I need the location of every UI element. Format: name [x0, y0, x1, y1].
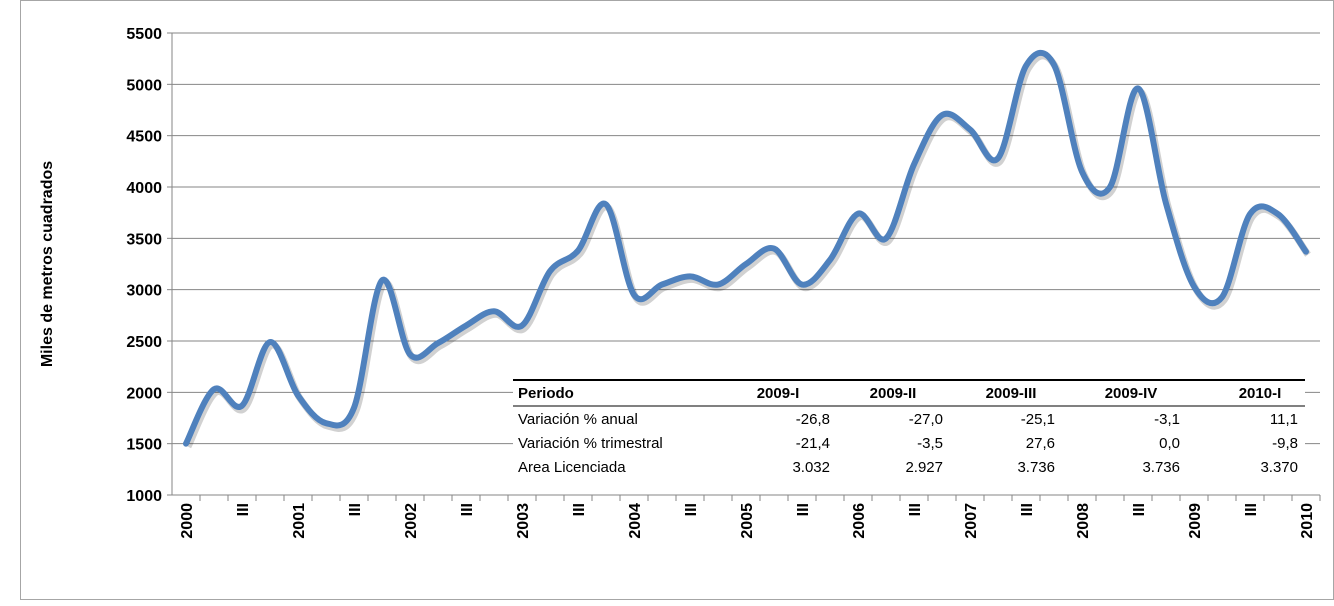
data-table: Periodo 2009-I 2009-II 2009-III 2009-IV 2010-…	[513, 379, 1305, 482]
x-tick-label: III	[1243, 503, 1260, 516]
table-cell: 2.927	[905, 459, 943, 476]
table-cell: 3.370	[1260, 459, 1298, 476]
table-cell: -21,4	[796, 435, 830, 452]
table-cell: 11,1	[1270, 411, 1298, 428]
table-cell: 3.736	[1017, 459, 1055, 476]
x-tick-label: 2002	[403, 503, 420, 539]
x-tick-label: 2000	[179, 503, 196, 539]
table-cell: 3.736	[1142, 459, 1180, 476]
series-line	[183, 49, 1309, 447]
x-tick-label: 2001	[291, 503, 308, 539]
x-tick-label: III	[907, 503, 924, 516]
y-tick-label: 2000	[126, 385, 162, 402]
table-cell: -3,1	[1154, 411, 1180, 428]
table-header-bg	[513, 380, 1305, 404]
x-tick-label: 2009	[1187, 503, 1204, 539]
y-tick-label: 4500	[126, 129, 162, 146]
table-header-cell: 2010-I	[1239, 385, 1282, 402]
x-tick-label: 2008	[1075, 503, 1092, 539]
x-tick-label: III	[795, 503, 812, 516]
table-cell: Variación % anual	[518, 411, 638, 428]
x-tick-label: 2007	[963, 503, 980, 539]
x-tick-label: 2003	[515, 503, 532, 539]
table-cell: 27,6	[1026, 435, 1055, 452]
table-cell: -3,5	[917, 435, 943, 452]
y-tick-label: 5000	[126, 77, 162, 94]
x-tick-label: 2005	[739, 503, 756, 539]
table-cell: Area Licenciada	[518, 459, 626, 476]
table-cell: -25,1	[1021, 411, 1055, 428]
table-header-cell: Periodo	[518, 385, 574, 402]
x-tick-label: III	[347, 503, 364, 516]
x-tick-label: III	[571, 503, 588, 516]
table-cell: -9,8	[1272, 435, 1298, 452]
x-tick-label: III	[1019, 503, 1036, 516]
x-tick-label: III	[459, 503, 476, 516]
x-tick-label: 2006	[851, 503, 868, 539]
table-header-cell: 2009-II	[870, 385, 917, 402]
table-cell: Variación % trimestral	[518, 435, 663, 452]
y-tick-label: 1500	[126, 437, 162, 454]
y-tick-label: 5500	[126, 26, 162, 43]
x-tick-label: 2004	[627, 503, 644, 539]
table-header-cell: 2009-III	[986, 385, 1037, 402]
table-cell: 0,0	[1159, 435, 1180, 452]
x-tick-label: III	[683, 503, 700, 516]
x-tick-label: 2010	[1299, 503, 1316, 539]
y-tick-label: 4000	[126, 180, 162, 197]
y-tick-label: 2500	[126, 334, 162, 351]
y-tick-label: 1000	[126, 488, 162, 505]
x-tick-label: III	[1131, 503, 1148, 516]
y-axis-label: Miles de metros cuadrados	[39, 161, 56, 367]
y-tick-label: 3500	[126, 231, 162, 248]
table-header-cell: 2009-I	[757, 385, 800, 402]
table-cell: 3.032	[792, 459, 830, 476]
y-tick-label: 3000	[126, 283, 162, 300]
table-cell: -27,0	[909, 411, 943, 428]
table-cell: -26,8	[796, 411, 830, 428]
x-tick-label: III	[235, 503, 252, 516]
table-header-cell: 2009-IV	[1105, 385, 1158, 402]
